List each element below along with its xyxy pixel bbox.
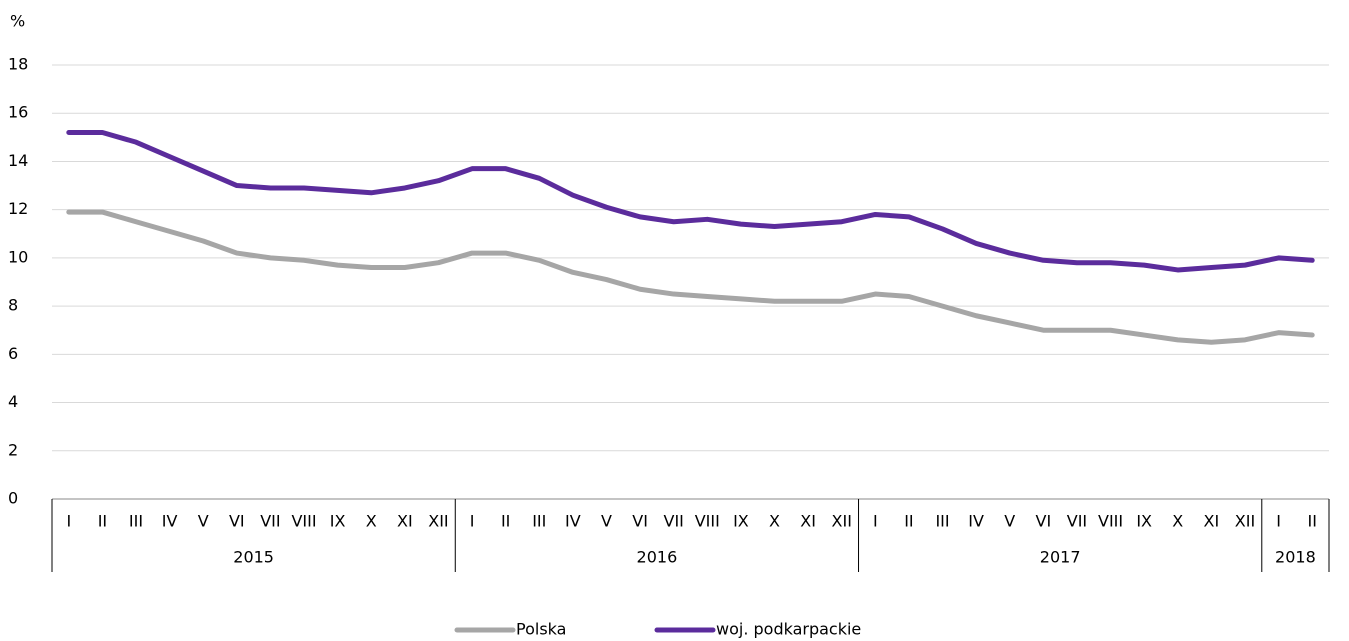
year-label: 2017 xyxy=(1040,548,1081,567)
x-tick-label: XII xyxy=(428,512,448,531)
x-tick-label: VI xyxy=(1036,512,1052,531)
x-tick-label: I xyxy=(1276,512,1281,531)
y-tick-label: 14 xyxy=(8,151,28,170)
y-tick-label: 2 xyxy=(8,440,18,459)
y-tick-label: 8 xyxy=(8,296,18,315)
x-tick-label: VIII xyxy=(1098,512,1123,531)
x-tick-label: X xyxy=(1172,512,1183,531)
x-tick-label: VII xyxy=(664,512,684,531)
year-label: 2016 xyxy=(637,548,678,567)
x-tick-label: XI xyxy=(397,512,413,531)
y-tick-label: 12 xyxy=(8,199,28,218)
year-label: 2018 xyxy=(1275,548,1316,567)
x-tick-label: XI xyxy=(800,512,816,531)
x-tick-label: II xyxy=(501,512,510,531)
y-tick-label: 18 xyxy=(8,55,28,74)
y-tick-label: 4 xyxy=(8,392,18,411)
x-tick-label: XI xyxy=(1204,512,1220,531)
year-label: 2015 xyxy=(233,548,274,567)
x-tick-label: IX xyxy=(733,512,749,531)
x-tick-label: VIII xyxy=(695,512,720,531)
y-tick-label: 10 xyxy=(8,247,28,266)
x-tick-label: VIII xyxy=(291,512,316,531)
x-tick-label: IV xyxy=(565,512,581,531)
x-tick-label: VI xyxy=(229,512,245,531)
x-tick-label: I xyxy=(470,512,475,531)
x-tick-label: VI xyxy=(632,512,648,531)
x-tick-label: III xyxy=(532,512,546,531)
x-tick-label: VII xyxy=(1067,512,1087,531)
x-tick-label: III xyxy=(129,512,143,531)
y-unit: % xyxy=(10,12,25,31)
x-tick-label: IX xyxy=(330,512,346,531)
y-tick-label: 16 xyxy=(8,103,28,122)
x-tick-label: I xyxy=(873,512,878,531)
x-tick-label: IV xyxy=(968,512,984,531)
x-tick-label: III xyxy=(935,512,949,531)
x-tick-label: II xyxy=(98,512,107,531)
x-tick-label: XII xyxy=(832,512,852,531)
y-tick-label: 0 xyxy=(8,489,18,508)
legend-label: Polska xyxy=(516,620,566,639)
x-tick-label: I xyxy=(66,512,71,531)
x-tick-label: II xyxy=(904,512,913,531)
legend-label: woj. podkarpackie xyxy=(716,620,861,639)
x-tick-label: V xyxy=(1004,512,1015,531)
x-tick-label: V xyxy=(198,512,209,531)
x-tick-label: XII xyxy=(1235,512,1255,531)
x-tick-label: X xyxy=(366,512,377,531)
x-tick-label: X xyxy=(769,512,780,531)
x-tick-label: V xyxy=(601,512,612,531)
x-tick-label: IV xyxy=(162,512,178,531)
line-series xyxy=(66,130,1315,273)
x-tick-label: VII xyxy=(260,512,280,531)
x-tick-label: IX xyxy=(1136,512,1152,531)
x-tick-label: II xyxy=(1307,512,1316,531)
y-tick-label: 6 xyxy=(8,344,18,363)
line-series xyxy=(66,209,1315,345)
